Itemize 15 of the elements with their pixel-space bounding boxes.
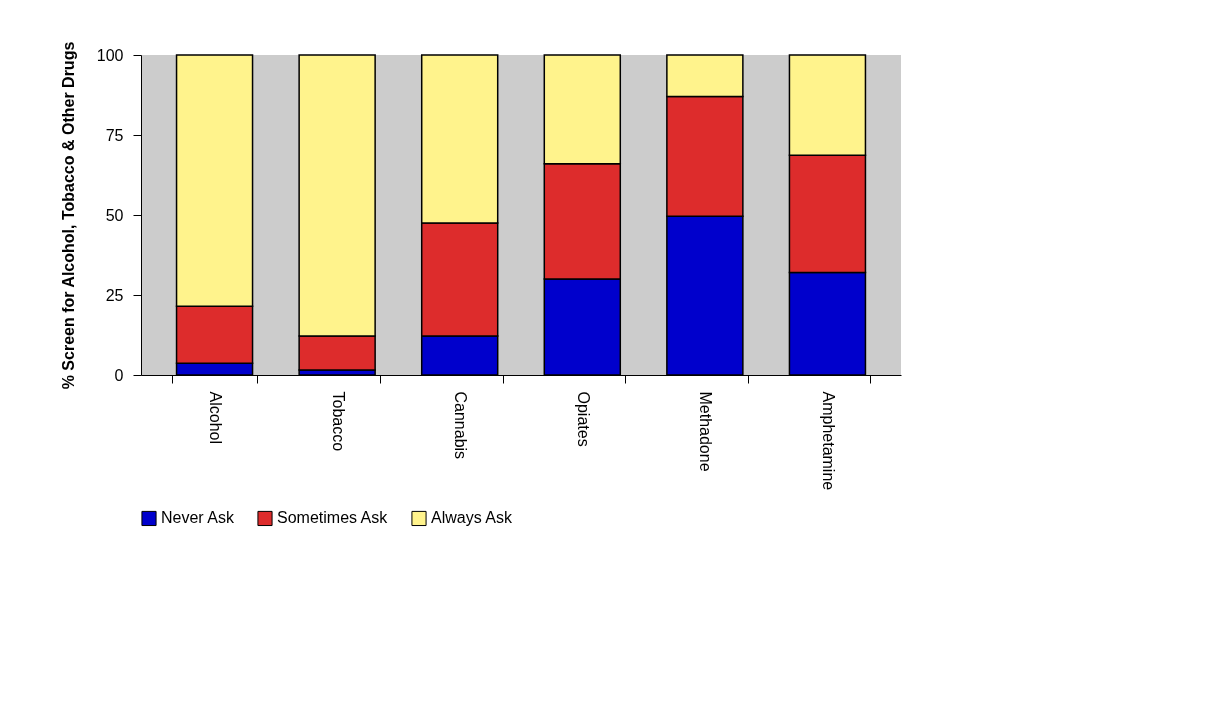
x-tick-label: Tobacco [329,391,347,452]
y-tick-label: 25 [105,286,124,304]
x-tick-label: Alcohol [207,391,225,444]
legend-label: Sometimes Ask [277,509,389,527]
y-tick-label: 50 [105,206,124,224]
y-axis-title: % Screen for Alcohol, Tobacco & Other Drugs [59,41,77,390]
y-tick-label: 0 [114,366,124,384]
legend-label: Always Ask [431,509,513,527]
x-tick-label: Amphetamine [819,391,837,491]
x-tick-label: Opiates [574,391,592,447]
x-tick-label: Cannabis [452,391,470,460]
y-tick-label: 75 [105,126,124,144]
legend-label: Never Ask [161,509,235,527]
x-tick-label: Methadone [697,391,715,472]
y-tick-label: 100 [96,46,124,64]
